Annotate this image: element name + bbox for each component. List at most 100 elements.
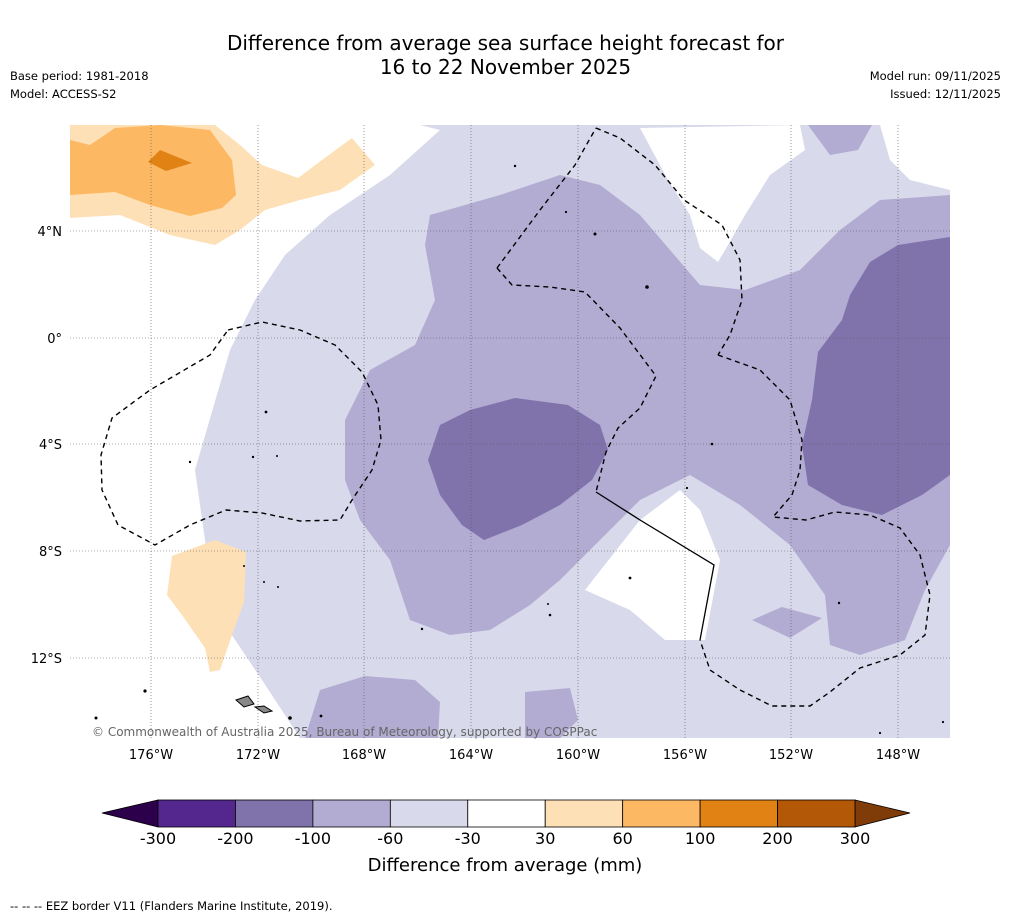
island (513, 164, 517, 168)
island (878, 731, 882, 735)
island (94, 716, 98, 720)
anomaly-region-neutral-south (585, 490, 720, 640)
colorbar-bin (699, 799, 778, 828)
map-area (70, 125, 950, 738)
lon-label: 168°W (342, 748, 386, 763)
maritime-boundary-solid (595, 491, 715, 641)
copyright-text: © Commonwealth of Australia 2025, Bureau… (92, 725, 597, 739)
graticule (70, 125, 950, 738)
colorbar-bins (157, 799, 856, 828)
model-name: Model: ACCESS-S2 (10, 87, 117, 101)
anomaly-region-orange (70, 125, 236, 216)
anomaly-region-neutral-north (640, 125, 805, 262)
title-line-1: Difference from average sea surface heig… (226, 31, 785, 55)
lon-label: 148°W (876, 748, 920, 763)
island (548, 613, 552, 617)
colorbar-tick-label: -30 (455, 829, 481, 848)
lon-labels: 176°W 172°W 168°W 164°W 160°W 156°W 152°… (129, 748, 920, 763)
anomaly-region-medium-purple-patch (752, 607, 822, 638)
island (593, 232, 597, 236)
island (143, 689, 147, 693)
island-upolu (253, 705, 274, 714)
lon-label: 164°W (449, 748, 493, 763)
lon-label: 176°W (129, 748, 173, 763)
island (288, 716, 292, 720)
meta-right: Model run: 09/11/2025 Issued: 12/11/2025 (870, 67, 1001, 103)
colorbar-over-triangle (854, 799, 911, 828)
anomaly-region-dark-purple-center (428, 398, 608, 540)
model-run: Model run: 09/11/2025 (869, 69, 1001, 83)
colorbar-tick-label: 30 (535, 829, 555, 848)
eez-border-central-b (496, 127, 597, 269)
eez-footnote: -- -- -- EEZ border V11 (Flanders Marine… (10, 899, 333, 913)
lat-label: 4°S (39, 438, 62, 453)
colorbar-ticks: -300 -200 -100 -60 -30 30 60 100 200 300 (140, 829, 870, 848)
lat-label: 0° (47, 332, 62, 347)
island (277, 586, 279, 588)
colorbar-bin (389, 799, 469, 828)
lat-label: 12°S (31, 652, 62, 667)
meta-left: Base period: 1981-2018 Model: ACCESS-S2 (10, 67, 149, 103)
colorbar-label: Difference from average (mm) (368, 855, 643, 876)
island (628, 576, 632, 580)
anomaly-region-medium-purple-ne (808, 125, 872, 155)
colorbar-bin (467, 799, 546, 828)
anomaly-region-medium-purple-sw (305, 676, 440, 738)
lat-label: 8°S (39, 545, 62, 560)
colorbar-bin (312, 799, 391, 828)
lon-label: 156°W (663, 748, 707, 763)
title-line-2: 16 to 22 November 2025 (379, 55, 632, 79)
anomaly-region-dark-orange (148, 150, 192, 171)
anomaly-region-neutral-east (880, 125, 950, 190)
lat-label: 4°N (38, 225, 63, 240)
island (251, 455, 255, 459)
colorbar-tick-label: 200 (762, 829, 793, 848)
island (837, 601, 841, 605)
colorbar-bin (157, 799, 236, 828)
island (188, 460, 192, 464)
base-period: Base period: 1981-2018 (10, 69, 149, 83)
colorbar-tick-label: -300 (140, 829, 176, 848)
colorbar-bin (544, 799, 624, 828)
island (243, 565, 245, 567)
colorbar-tick-label: 100 (685, 829, 716, 848)
island (710, 442, 714, 446)
island (941, 720, 945, 724)
anomaly-region-dark-purple-east (802, 237, 950, 515)
lon-label: 160°W (556, 748, 600, 763)
colorbar-tick-label: 300 (840, 829, 871, 848)
colorbar-tick-label: 60 (612, 829, 632, 848)
colorbar-bin (235, 799, 314, 828)
island (319, 714, 323, 718)
island (263, 581, 265, 583)
eez-border-east (699, 354, 931, 707)
colorbar-bin (622, 799, 701, 828)
colorbar: -300 -200 -100 -60 -30 30 60 100 200 300 (101, 799, 911, 848)
colorbar-bin (777, 799, 856, 828)
island (685, 486, 689, 490)
colorbar-tick-label: -60 (377, 829, 403, 848)
map-title: Difference from average sea surface heig… (0, 31, 1011, 79)
island-savaii (235, 695, 255, 708)
lon-label: 172°W (236, 748, 280, 763)
eez-border-central (595, 127, 743, 356)
colorbar-tick-label: -200 (217, 829, 253, 848)
lat-labels: 4°N 0° 4°S 8°S 12°S (31, 225, 62, 667)
issued-date: Issued: 12/11/2025 (890, 87, 1001, 101)
colorbar-under-triangle (101, 799, 159, 828)
samoa-islands (235, 695, 274, 714)
anomaly-region-medium-purple-s (525, 688, 578, 738)
islands (94, 164, 945, 735)
island (564, 210, 568, 214)
island (645, 285, 649, 289)
island (547, 603, 549, 605)
eez-borders (100, 127, 931, 707)
island (276, 455, 278, 457)
anomaly-region-light-orange-sw (167, 540, 246, 672)
lon-label: 152°W (769, 748, 813, 763)
colorbar-tick-label: -100 (295, 829, 331, 848)
island (420, 627, 424, 631)
eez-border-west (100, 321, 382, 546)
island (264, 410, 268, 414)
